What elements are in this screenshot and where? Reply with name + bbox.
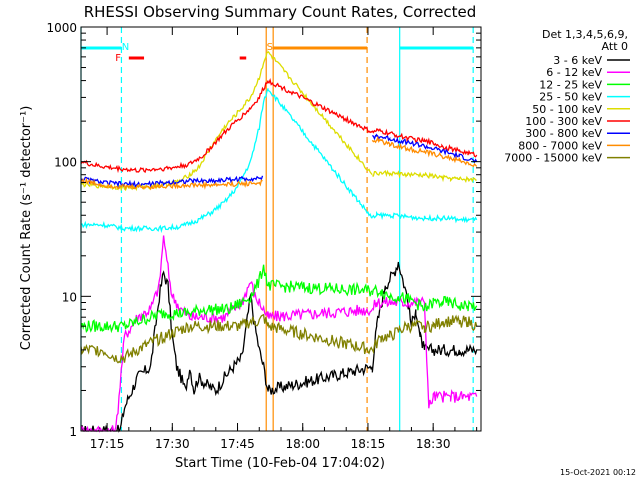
legend-label-6: 100 - 300 keV — [525, 115, 602, 128]
x-tick-label-5: 18:15 — [351, 437, 386, 451]
series-line-7-part-2 — [371, 133, 478, 164]
series-line-2-part-2 — [371, 296, 478, 409]
annotation-f: F — [115, 53, 121, 64]
y-tick-label-4: 1000 — [46, 21, 77, 35]
series-line-8-part-1 — [80, 177, 263, 191]
x-tick-label-6: 18:30 — [416, 437, 451, 451]
x-axis-label: Start Time (10-Feb-04 17:04:02) — [175, 456, 385, 471]
series-line-8-part-2 — [371, 135, 478, 168]
y-axis-label: Corrected Count Rate (s⁻¹ detector⁻¹) — [19, 106, 34, 351]
plot-area: NF S 17:15 17:30 17:45 18:00 18:15 18:30 1 10 100 1… — [46, 21, 482, 451]
x-tick-label-4: 18:00 — [285, 437, 320, 451]
chart-title: RHESSI Observing Summary Count Rates, Co… — [84, 3, 477, 21]
series-line-3-part-2 — [371, 283, 478, 312]
legend-label-5: 50 - 100 keV — [532, 103, 602, 116]
footer-timestamp: 15-Oct-2021 00:12 — [560, 468, 636, 477]
legend-label-7: 300 - 800 keV — [525, 127, 602, 140]
y-tick-label-3: 100 — [54, 156, 77, 170]
x-tick-label-1: 17:15 — [90, 437, 125, 451]
legend-header-line-1: Det 1,3,4,5,6,9, — [542, 28, 628, 41]
series-line-4-part-2 — [371, 210, 478, 224]
series-line-1-part-2 — [371, 261, 478, 373]
y-tick-label-1: 1 — [69, 425, 77, 439]
annotation-s: S — [267, 42, 273, 53]
x-tick-label-3: 17:45 — [220, 437, 255, 451]
series-line-7-part-1 — [80, 175, 264, 189]
series-line-5-part-2 — [372, 169, 477, 183]
legend-label-3: 12 - 25 keV — [539, 78, 602, 91]
legend-label-1: 3 - 6 keV — [553, 54, 602, 67]
annotation-n: N — [122, 42, 129, 53]
legend-label-8: 800 - 7000 keV — [518, 139, 602, 152]
series-line-9-part-2 — [371, 314, 478, 355]
series-line-3-part-1 — [80, 264, 373, 334]
series-line-6-part-2 — [371, 128, 478, 158]
x-tick-label-2: 17:30 — [155, 437, 190, 451]
series-line-6-part-1 — [80, 77, 373, 174]
series-line-4-part-1 — [80, 88, 373, 234]
series-line-1-part-1 — [80, 270, 373, 433]
series-line-5-part-1 — [80, 50, 373, 192]
y-tick-label-2: 10 — [62, 290, 77, 304]
series-line-2-part-1 — [80, 235, 373, 433]
legend-label-9: 7000 - 15000 keV — [504, 152, 602, 165]
series-line-9-part-1 — [80, 313, 373, 364]
legend-header-line-2: Att 0 — [602, 40, 628, 53]
legend-label-2: 6 - 12 keV — [546, 66, 602, 79]
legend-label-4: 25 - 50 keV — [539, 91, 602, 104]
